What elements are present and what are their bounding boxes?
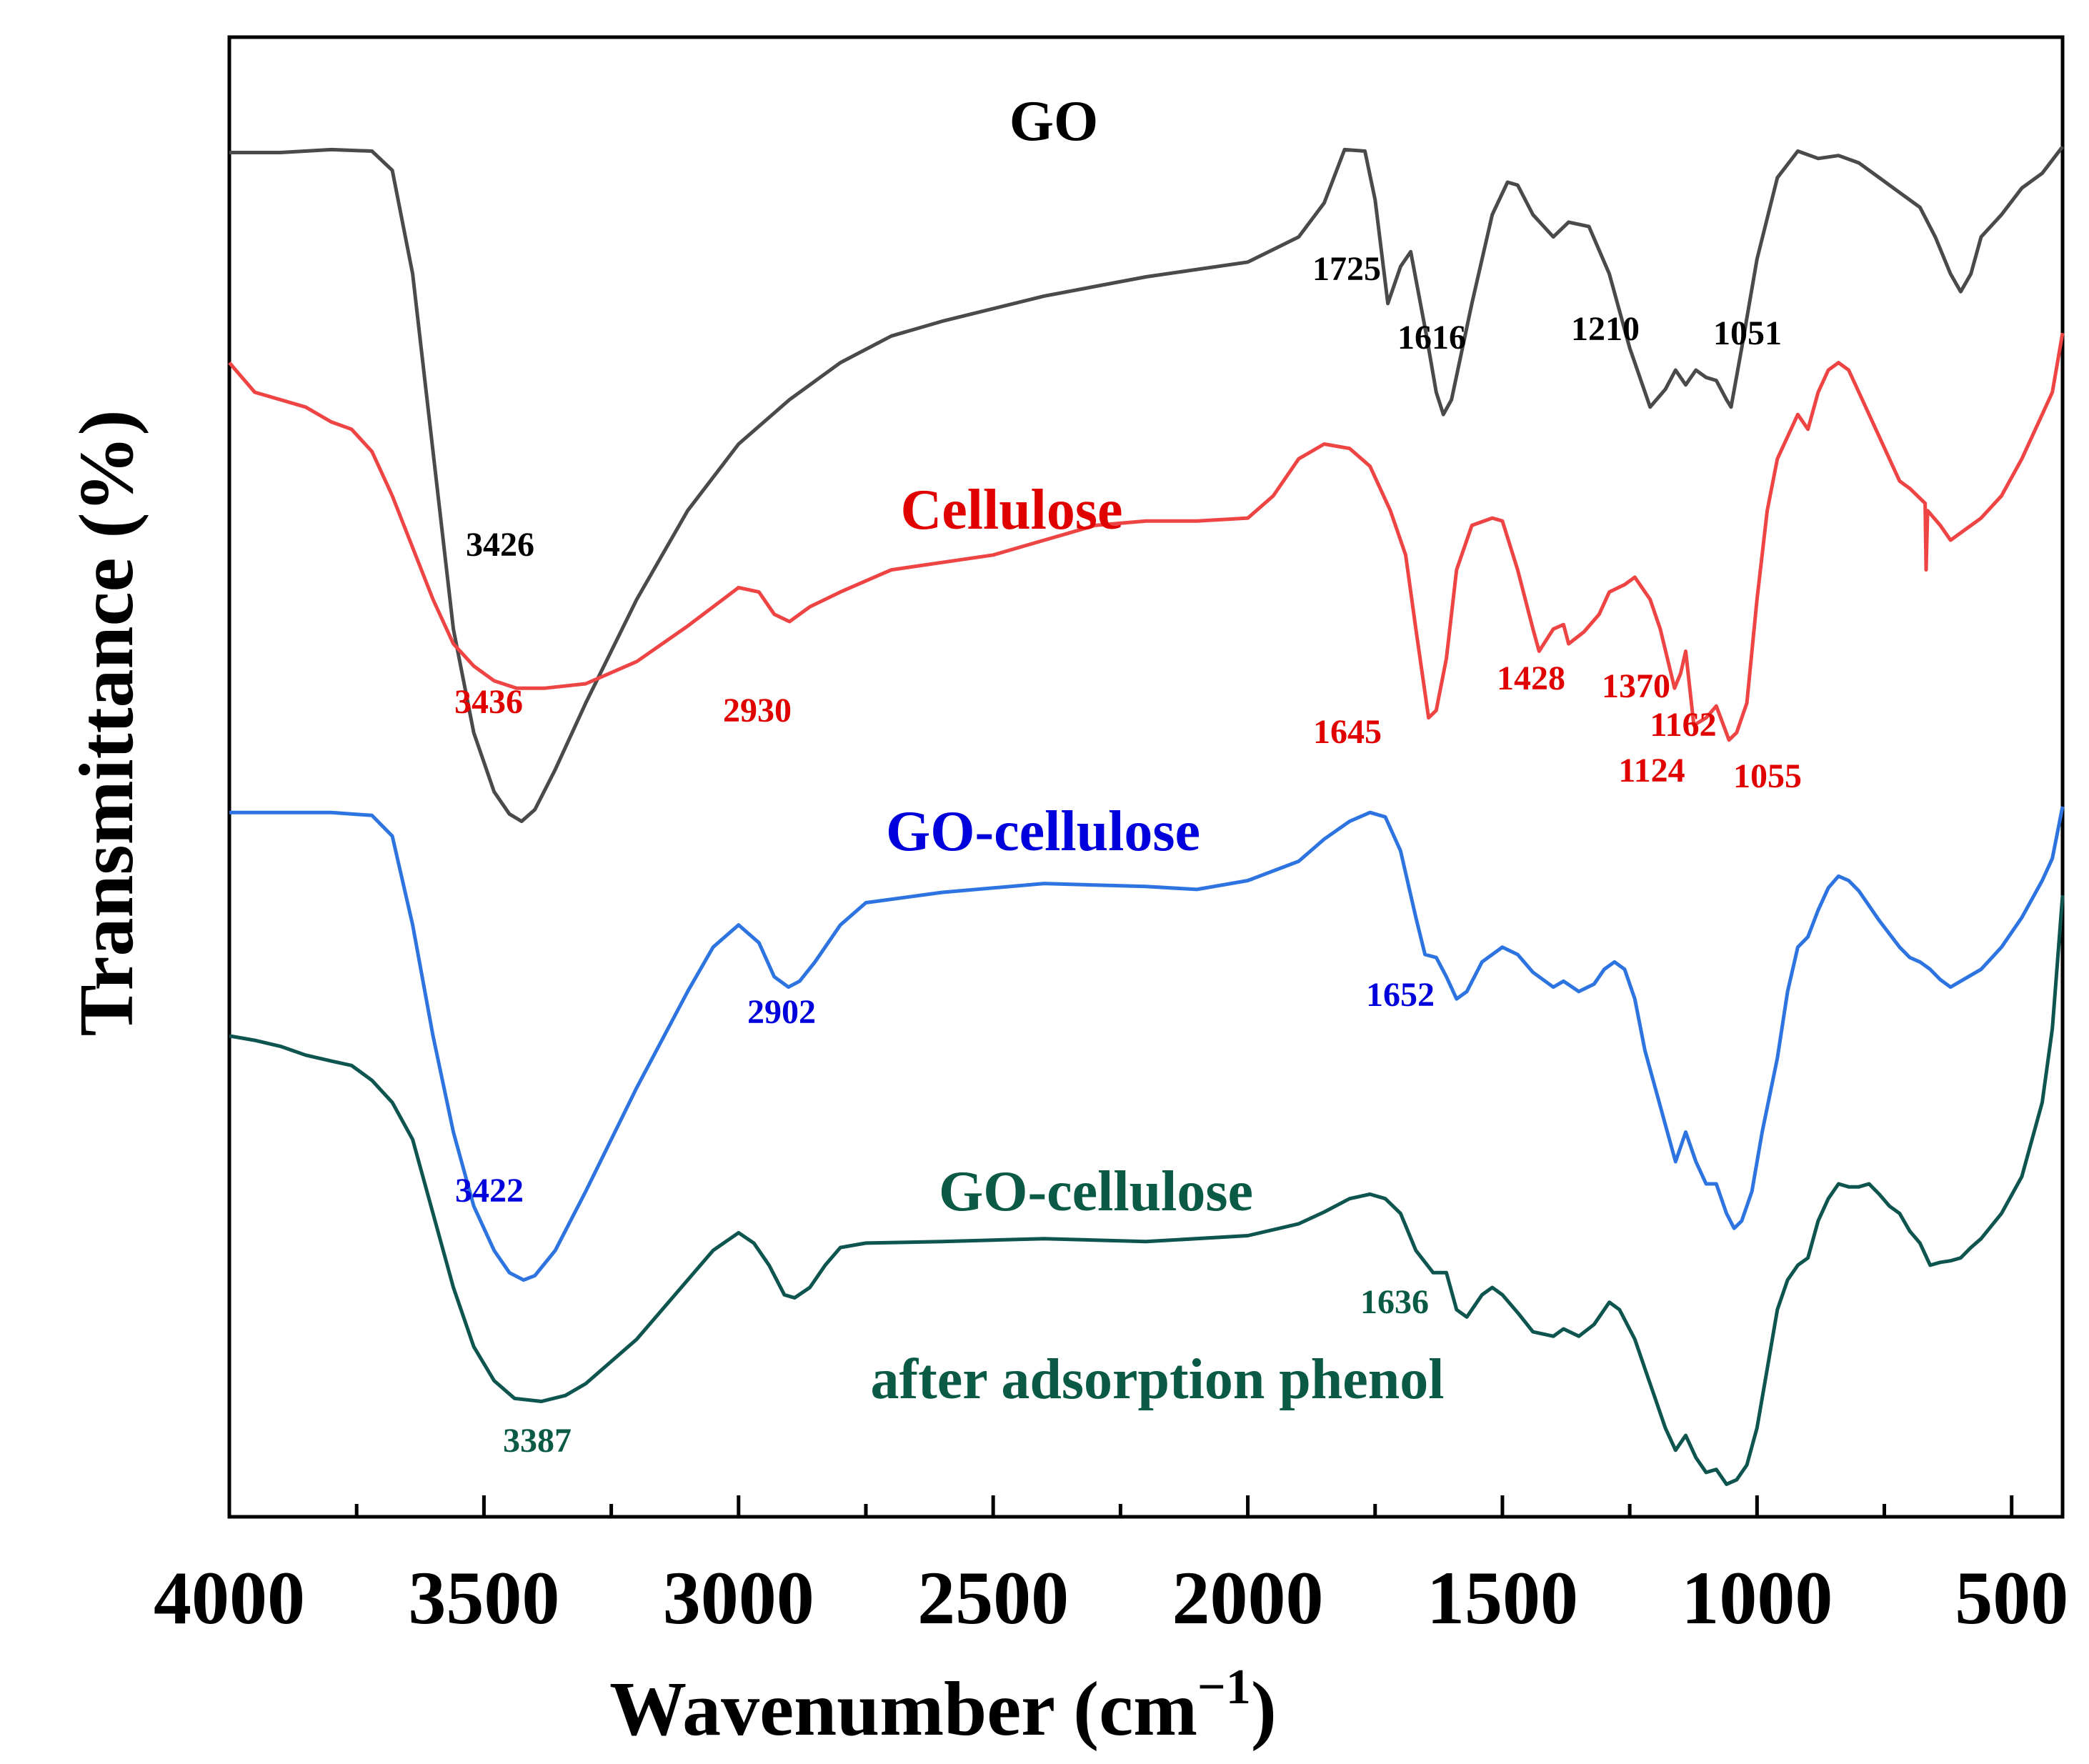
x-tick-label: 3000 [663,1556,814,1640]
x-axis-ticks [227,1495,2014,1517]
series-label-go-cellulose-after-adsorption-phenol-line2: after adsorption phenol [870,1348,1444,1411]
peak-label-cellulose-1645: 1645 [1313,713,1382,751]
series-label-cellulose: Cellulose [900,479,1122,542]
peak-label-cellulose-2930: 2930 [723,692,792,729]
peak-label-go-cellulose-3422: 3422 [455,1172,524,1210]
x-tick-label: 500 [1955,1556,2068,1640]
series-label-go-cellulose-after-adsorption-phenol: GO-cellulose [939,1160,1253,1223]
peak-label-go-cellulose-2902: 2902 [747,993,816,1031]
series-line-go-cellulose [229,806,2065,1282]
peak-label-go-1051: 1051 [1713,314,1782,352]
x-tick-label: 4000 [154,1556,305,1640]
x-axis-title-close: ) [1251,1667,1277,1752]
x-axis-title-superscript: −1 [1197,1660,1251,1715]
peak-labels: 3426 1725 1616 1210 1051 3436 2930 1645 1428 1370… [454,250,1802,1460]
y-axis-title: Transmittance (%) [64,410,149,1037]
series-line-cellulose [228,332,2065,742]
series-labels: GO Cellulose GO-cellulose GO-cellulose after… [870,90,1444,1411]
x-axis-title-main: Wavenumber (cm [609,1667,1197,1752]
series-lines [228,145,2065,1486]
series-label-go-cellulose: GO-cellulose [886,800,1200,863]
x-tick-label: 2000 [1172,1556,1324,1640]
peak-label-cellulose-1428: 1428 [1497,659,1565,697]
peak-label-go-cellulose-after-adsorption-phenol-3387: 3387 [503,1422,572,1460]
peak-label-cellulose-1124: 1124 [1618,752,1685,789]
peak-label-go-cellulose-1652: 1652 [1366,976,1435,1014]
plot-area [227,35,2065,1519]
x-axis-tick-labels: 4000 3500 3000 2500 2000 1500 1000 500 [154,1556,2068,1640]
x-tick-label: 3500 [408,1556,559,1640]
x-axis-title: Wavenumber (cm−1) [609,1660,1277,1752]
series-line-go [229,145,2064,824]
x-tick-label: 1500 [1427,1556,1578,1640]
peak-label-go-1725: 1725 [1312,250,1381,288]
x-tick-label: 2500 [917,1556,1069,1640]
plot-frame [227,35,2065,1519]
peak-label-cellulose-1370: 1370 [1602,667,1670,705]
peak-label-cellulose-3436: 3436 [454,683,523,721]
peak-label-go-cellulose-after-adsorption-phenol-1636: 1636 [1360,1283,1429,1321]
x-tick-label: 1000 [1681,1556,1833,1640]
peak-label-cellulose-1055: 1055 [1733,757,1802,795]
series-line-go-cellulose-after-adsorption-phenol [229,895,2065,1486]
peak-label-cellulose-1162: 1162 [1650,706,1716,744]
series-label-go: GO [1009,90,1098,153]
peak-label-go-1210: 1210 [1571,310,1640,348]
peak-label-go-3426: 3426 [466,526,534,564]
peak-label-go-1616: 1616 [1397,319,1466,357]
